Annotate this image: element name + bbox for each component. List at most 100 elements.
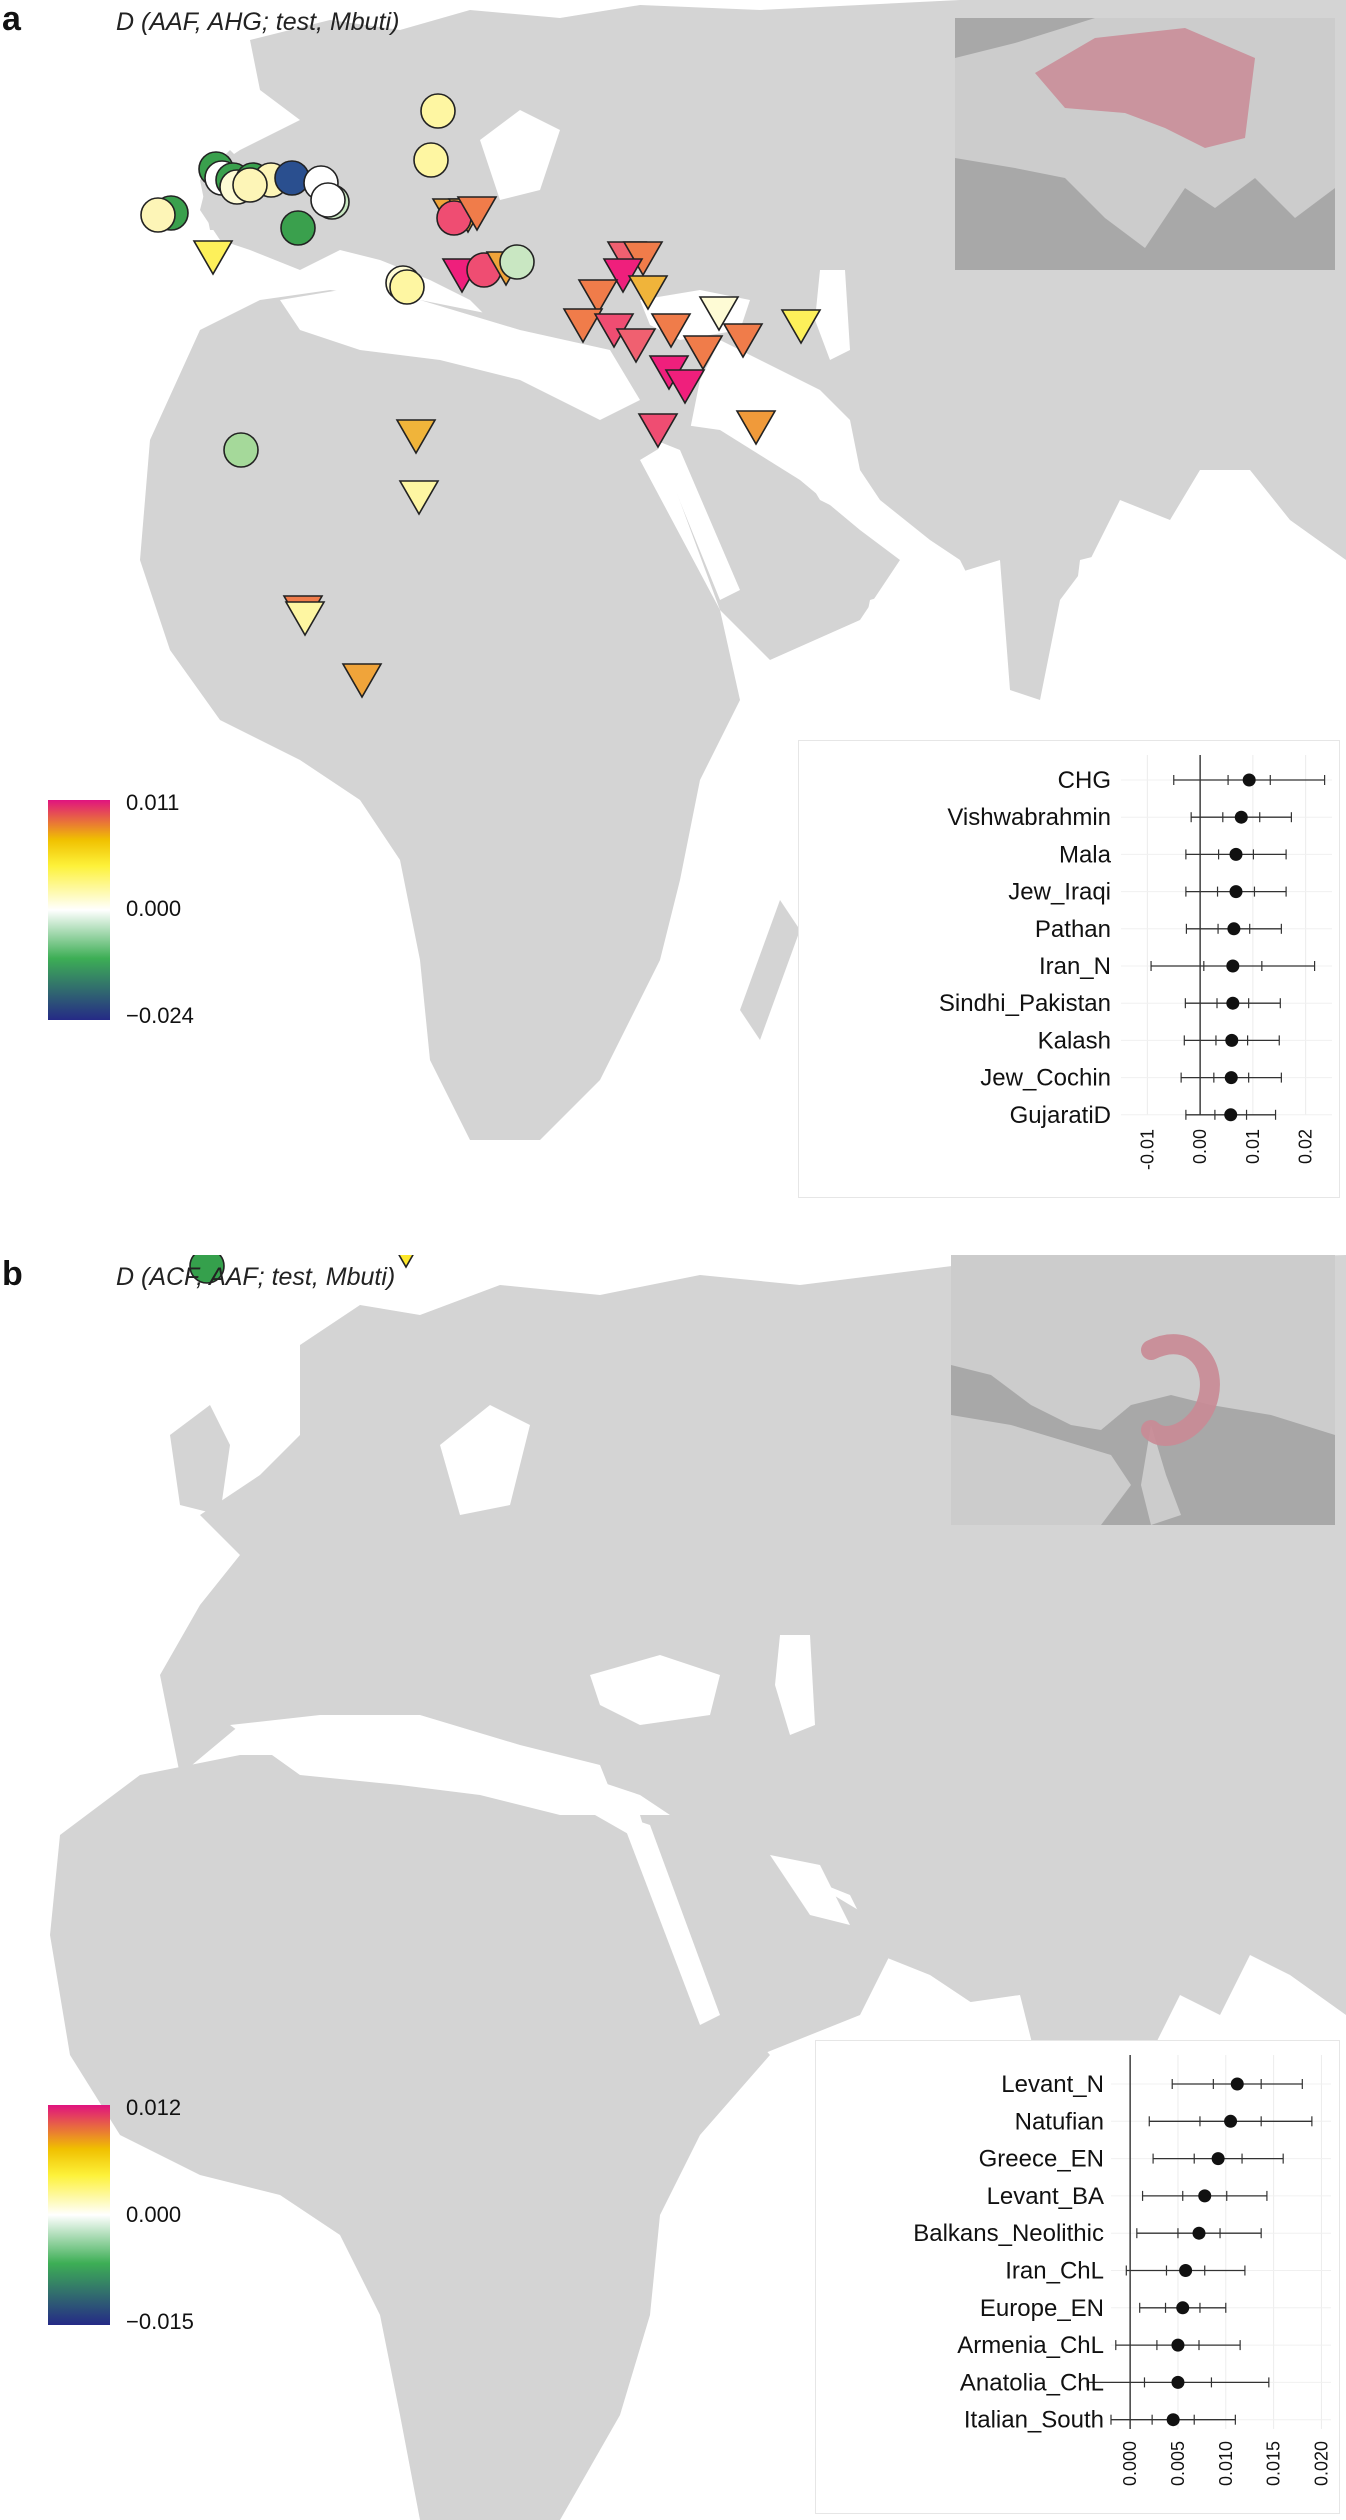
inverted-triangle-icon bbox=[341, 663, 383, 699]
circle-marker-icon bbox=[274, 160, 310, 196]
row-label: Levant_BA bbox=[987, 2183, 1104, 2210]
range-arc bbox=[1141, 1334, 1220, 1446]
point-estimate bbox=[1230, 2077, 1244, 2091]
row-label: Pathan bbox=[1035, 916, 1111, 943]
row-label: Sindhi_Pakistan bbox=[939, 990, 1111, 1017]
row-label: Armenia_ChL bbox=[957, 2332, 1104, 2359]
point-estimate bbox=[1198, 2189, 1212, 2203]
inverted-triangle-icon bbox=[398, 1255, 414, 1269]
x-tick-label: 0.010 bbox=[1216, 2441, 1236, 2486]
africa-land bbox=[140, 290, 740, 1140]
inverted-triangle-icon bbox=[664, 369, 706, 405]
x-tick-label: 0.02 bbox=[1296, 1129, 1316, 1164]
legend-gradient bbox=[48, 800, 110, 1020]
seas-a bbox=[280, 110, 1180, 740]
row-label: Anatolia_ChL bbox=[960, 2369, 1104, 2396]
inset-land-arabia bbox=[1141, 1425, 1181, 1525]
baltic-sea bbox=[440, 1405, 530, 1515]
point-estimate bbox=[1224, 1108, 1238, 1122]
row-label: CHG bbox=[1058, 767, 1111, 794]
mediterranean-sea bbox=[280, 290, 640, 420]
circle-marker-icon bbox=[499, 244, 535, 280]
point-estimate bbox=[1171, 2375, 1185, 2389]
row-label: Jew_Iraqi bbox=[1008, 879, 1111, 906]
bay-of-bengal bbox=[1070, 540, 1180, 680]
africa-land bbox=[50, 1755, 770, 2520]
row-label: Levant_N bbox=[1001, 2071, 1104, 2098]
inverted-triangle-icon bbox=[284, 601, 326, 637]
point-estimate bbox=[1227, 922, 1241, 936]
point-estimate bbox=[1229, 847, 1243, 861]
inverted-triangle-icon bbox=[698, 296, 740, 332]
arabian-sea bbox=[850, 560, 1010, 740]
persian-gulf bbox=[770, 1855, 850, 1925]
row-label: Europe_EN bbox=[980, 2295, 1104, 2322]
inverted-triangle-icon bbox=[562, 308, 604, 344]
circle-marker-icon bbox=[389, 269, 425, 305]
circle-marker-icon bbox=[232, 167, 268, 203]
x-tick-label: 0.00 bbox=[1190, 1129, 1210, 1164]
row-label: Vishwabrahmin bbox=[947, 804, 1111, 831]
point-estimate bbox=[1242, 773, 1256, 787]
caspian-sea bbox=[775, 1635, 815, 1735]
circle-marker-icon bbox=[223, 432, 259, 468]
point-estimate bbox=[1226, 996, 1240, 1010]
point-estimate bbox=[1166, 2413, 1180, 2427]
row-label: GujaratiD bbox=[1010, 1102, 1111, 1129]
markers-b bbox=[189, 1255, 414, 1284]
inset-map-b bbox=[951, 1255, 1335, 1525]
inverted-triangle-icon bbox=[735, 410, 777, 446]
point-estimate bbox=[1226, 959, 1240, 973]
inverted-triangle-icon bbox=[398, 480, 440, 516]
inverted-triangle-icon bbox=[192, 240, 234, 276]
markers-a bbox=[140, 93, 822, 699]
red-sea bbox=[655, 440, 740, 600]
inverted-triangle-icon bbox=[682, 335, 724, 371]
legend-max-label: 0.011 bbox=[126, 790, 180, 815]
color-legend-b bbox=[48, 2105, 110, 2325]
inverted-triangle-icon bbox=[456, 196, 498, 232]
row-label: Balkans_Neolithic bbox=[913, 2220, 1104, 2247]
d-statistic-plot-b: Levant_N Natufian Greece_EN Levant_BA Balkan… bbox=[815, 2040, 1340, 2514]
legend-mid-label: 0.000 bbox=[126, 2202, 182, 2227]
panel-b: b D (ACF, AAF; test, Mbuti) 0.012 bbox=[0, 1255, 1346, 2520]
legend-max-label: 0.012 bbox=[126, 2095, 182, 2120]
x-tick-label: 0.000 bbox=[1120, 2441, 1140, 2486]
legend-min-label: −0.024 bbox=[126, 1003, 194, 1028]
panel-title: D (AAF, AHG; test, Mbuti) bbox=[116, 8, 400, 36]
inverted-triangle-icon bbox=[395, 419, 437, 455]
x-tick-label: 0.01 bbox=[1243, 1129, 1263, 1164]
row-label: Kalash bbox=[1038, 1027, 1111, 1054]
point-estimate bbox=[1224, 1071, 1238, 1085]
madagascar-land bbox=[740, 900, 800, 1040]
panel-title: D (ACF, AAF; test, Mbuti) bbox=[116, 1263, 396, 1291]
row-label: Natufian bbox=[1015, 2108, 1104, 2135]
inverted-triangle-icon bbox=[615, 328, 657, 364]
panel-label: a bbox=[2, 0, 21, 38]
point-estimate bbox=[1224, 2114, 1238, 2128]
point-estimate bbox=[1229, 885, 1243, 899]
point-estimate bbox=[1176, 2301, 1190, 2315]
legend-min-label: −0.015 bbox=[126, 2309, 194, 2334]
baltic-sea bbox=[480, 110, 560, 200]
point-estimate bbox=[1171, 2338, 1185, 2352]
point-estimate bbox=[1234, 810, 1248, 824]
black-sea bbox=[590, 1655, 720, 1725]
inverted-triangle-icon bbox=[577, 279, 619, 315]
color-legend-a bbox=[48, 800, 110, 1020]
uk-land bbox=[170, 1405, 230, 1515]
row-label: Jew_Cochin bbox=[980, 1065, 1111, 1092]
inset-land-south bbox=[951, 1415, 1131, 1525]
d-statistic-plot-a: CHG Vishwabrahmin Mala Jew_Iraqi Pathan Iran_… bbox=[798, 740, 1340, 1198]
x-tick-label: 0.005 bbox=[1168, 2441, 1188, 2486]
row-label: Greece_EN bbox=[979, 2146, 1104, 2173]
legend-gradient bbox=[48, 2105, 110, 2325]
panel-a: a D (AAF, AHG; test, Mbuti) 0.011 0.000 … bbox=[0, 0, 1346, 1230]
inverted-triangle-icon bbox=[650, 313, 692, 349]
circle-marker-icon bbox=[413, 142, 449, 178]
circle-marker-icon bbox=[420, 93, 456, 129]
row-label: Italian_South bbox=[964, 2407, 1104, 2434]
panel-label: b bbox=[2, 1255, 23, 1293]
arabia-land bbox=[650, 420, 900, 660]
mediterranean-sea bbox=[230, 1715, 620, 1815]
